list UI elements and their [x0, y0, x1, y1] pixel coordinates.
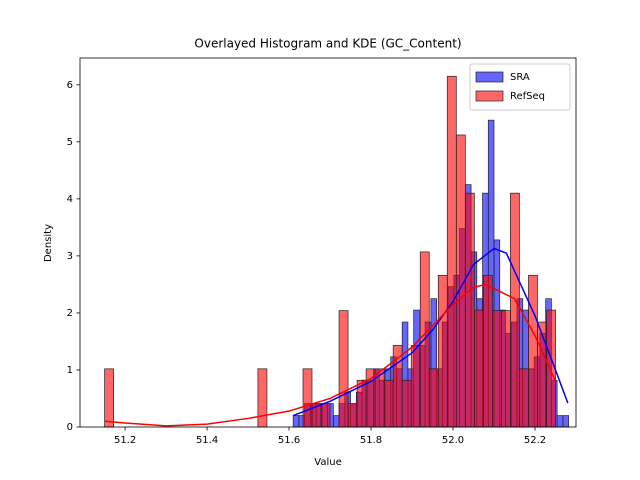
bar — [365, 368, 376, 428]
x-tick-label: 52.2 — [524, 435, 546, 446]
bar — [483, 274, 493, 428]
legend-swatch — [475, 90, 504, 102]
x-tick-label: 51.4 — [196, 435, 218, 446]
x-tick-label: 51.8 — [360, 435, 382, 446]
bar — [492, 310, 502, 428]
bar — [546, 309, 556, 428]
bar — [347, 403, 358, 428]
y-tick-label: 2 — [67, 308, 73, 319]
y-tick-label: 4 — [67, 194, 73, 205]
bar — [437, 274, 448, 428]
bar — [410, 345, 421, 428]
bar — [332, 415, 340, 428]
bar — [302, 368, 313, 428]
bar — [473, 309, 484, 428]
y-tick-label: 1 — [67, 365, 73, 376]
legend-box — [469, 63, 571, 111]
plot-frame — [79, 57, 577, 428]
y-axis-label: Density — [43, 224, 54, 262]
x-tick-label: 52.0 — [442, 435, 464, 446]
bar — [292, 415, 300, 428]
bar — [510, 192, 520, 428]
bar — [338, 310, 349, 428]
legend-swatch — [475, 71, 504, 83]
bar — [401, 379, 412, 428]
bar — [446, 75, 457, 428]
bar — [320, 403, 331, 428]
y-tick-label: 0 — [67, 422, 73, 433]
bar — [562, 415, 569, 428]
bar — [556, 415, 564, 428]
bar — [257, 368, 268, 428]
bar — [104, 368, 114, 428]
kde-line — [292, 247, 569, 417]
bar — [501, 310, 511, 428]
kde-line — [104, 283, 557, 427]
x-tick-label: 51.2 — [114, 435, 136, 446]
y-tick-label: 6 — [67, 80, 73, 91]
bar — [428, 368, 439, 428]
bar — [464, 192, 475, 428]
bar — [519, 368, 529, 428]
bar — [528, 274, 538, 428]
legend-label: SRA — [510, 72, 530, 83]
x-tick-label: 51.6 — [278, 435, 300, 446]
bar — [383, 379, 394, 428]
bar — [537, 321, 547, 428]
chart-title: Overlayed Histogram and KDE (GC_Content) — [194, 37, 461, 51]
legend-label: RefSeq — [510, 91, 545, 102]
y-tick-label: 5 — [67, 137, 73, 148]
x-axis-label: Value — [314, 457, 341, 468]
y-tick-label: 3 — [67, 251, 73, 262]
